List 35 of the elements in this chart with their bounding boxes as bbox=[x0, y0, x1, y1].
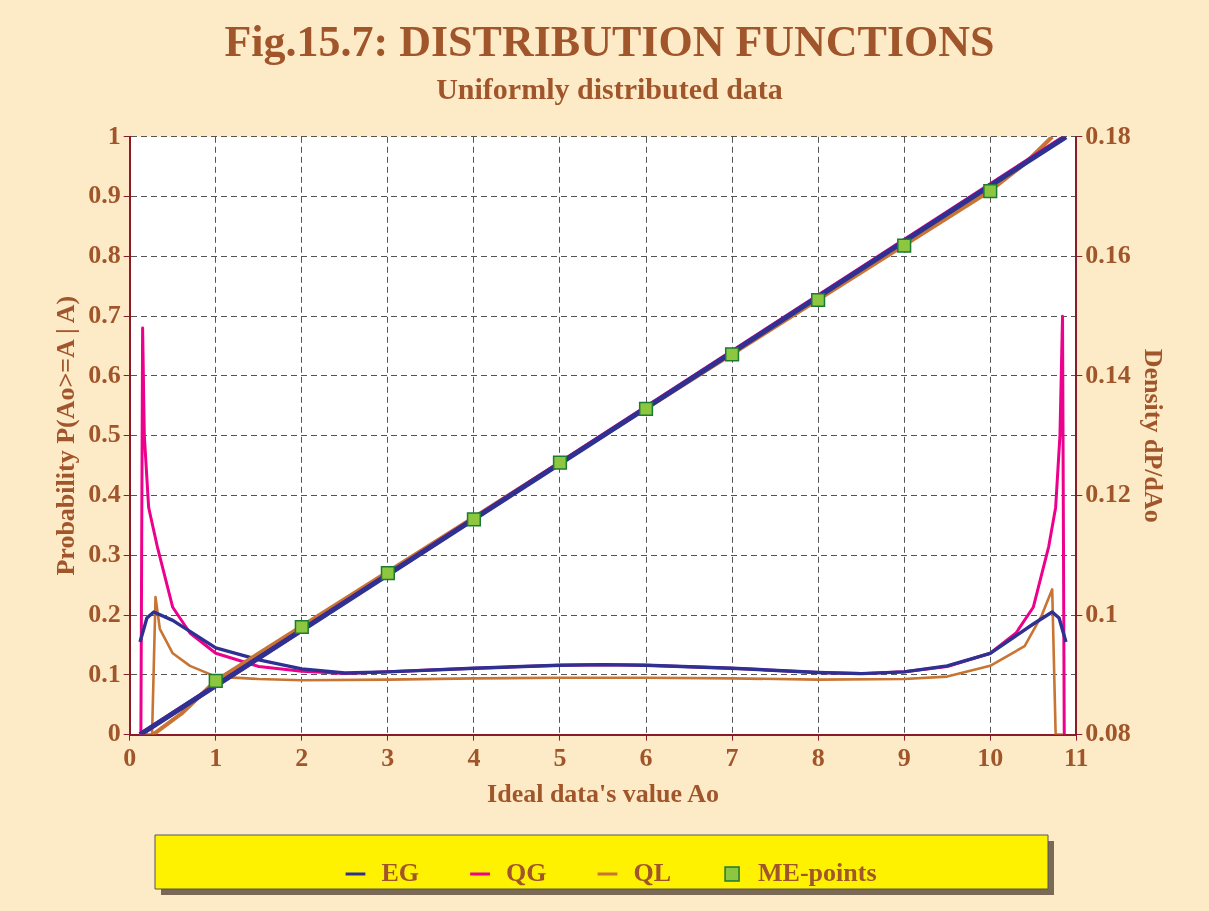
y-tick-label: 0.4 bbox=[88, 479, 121, 509]
x-tick-label: 1 bbox=[209, 742, 223, 772]
x-tick-label: 2 bbox=[295, 742, 309, 772]
y-tick-label: 0.5 bbox=[88, 419, 121, 449]
y-tick-label: 0.9 bbox=[88, 180, 121, 210]
y-tick-label: 0.2 bbox=[88, 598, 121, 628]
x-tick-label: 3 bbox=[381, 742, 395, 772]
y2-tick-label: 0.16 bbox=[1085, 240, 1131, 270]
y-tick-label: 0.6 bbox=[88, 359, 121, 389]
y-tick-label: 0 bbox=[107, 718, 121, 748]
x-tick-label: 9 bbox=[897, 742, 911, 772]
x-tick-label: 8 bbox=[811, 742, 825, 772]
y-tick-label: 0.8 bbox=[88, 240, 121, 270]
legend-label: QG bbox=[506, 857, 547, 887]
y2-tick-label: 0.1 bbox=[1085, 598, 1118, 628]
y-tick-label: 1 bbox=[107, 120, 121, 150]
legend-label: ME-points bbox=[758, 857, 877, 887]
x-tick-label: 7 bbox=[725, 742, 739, 772]
y-tick-label: 0.7 bbox=[88, 299, 121, 329]
y-axis-title: Probability P(Ao>=A | A) bbox=[51, 295, 81, 576]
y2-axis-title: Density dP/dAo bbox=[1138, 348, 1168, 523]
y-tick-label: 0.3 bbox=[88, 538, 121, 568]
y2-tick-label: 0.18 bbox=[1085, 120, 1131, 150]
chart-subtitle: Uniformly distributed data bbox=[436, 71, 783, 105]
x-tick-label: 10 bbox=[977, 742, 1004, 772]
y2-tick-label: 0.12 bbox=[1085, 479, 1131, 509]
legend-label: EG bbox=[381, 857, 420, 887]
x-axis-title: Ideal data's value Ao bbox=[487, 779, 719, 809]
y-tick-label: 0.1 bbox=[88, 658, 121, 688]
x-tick-label: 5 bbox=[553, 742, 567, 772]
x-tick-label: 4 bbox=[467, 742, 481, 772]
y2-tick-label: 0.14 bbox=[1085, 359, 1131, 389]
chart-title: Fig.15.7: DISTRIBUTION FUNCTIONS bbox=[224, 16, 995, 66]
x-tick-label: 6 bbox=[639, 742, 653, 772]
legend-label: QL bbox=[633, 857, 672, 887]
